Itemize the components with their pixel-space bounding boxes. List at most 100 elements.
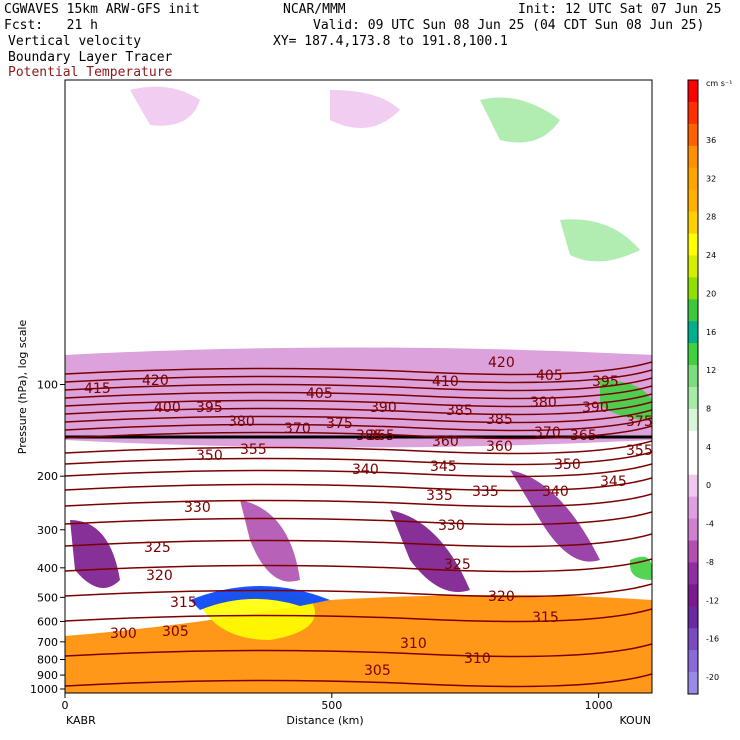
init-time: Init: 12 UTC Sat 07 Jun 25 <box>518 2 722 17</box>
colorbar-swatch <box>688 321 698 344</box>
theta-label: 380 <box>530 395 557 411</box>
theta-label: 330 <box>184 500 211 516</box>
theta-label: 365 <box>570 428 597 444</box>
blue-edge <box>190 586 330 610</box>
theta-label: 305 <box>162 624 189 640</box>
theta-label: 385 <box>446 403 473 419</box>
y-tick-label: 600 <box>37 615 58 628</box>
theta-contour-17 <box>65 583 652 598</box>
y-tick-label: 700 <box>37 636 58 649</box>
y-tick-label: 200 <box>37 470 58 483</box>
theta-label: 415 <box>84 381 111 397</box>
theta-contour-5 <box>65 401 652 416</box>
colorbar-swatch <box>688 299 698 322</box>
theta-label: 345 <box>600 474 627 490</box>
y-tick-label: 400 <box>37 562 58 575</box>
colorbar-label: 8 <box>706 405 711 414</box>
upper-green-1 <box>480 97 560 143</box>
theta-contour-9 <box>65 440 652 455</box>
field-boundary-layer-tracer: Boundary Layer Tracer <box>8 50 173 65</box>
colorbar-label: 36 <box>706 136 716 145</box>
theta-label: 390 <box>582 400 609 416</box>
theta-contour-6 <box>65 409 652 424</box>
downdraft-purple-3 <box>510 470 600 562</box>
colorbar-swatch <box>688 408 698 432</box>
colorbar-swatch <box>688 80 698 103</box>
theta-contour-7 <box>65 417 652 432</box>
theta-label: 385 <box>356 428 383 444</box>
colorbar-units: cm s⁻¹ <box>706 79 732 88</box>
theta-label: 420 <box>488 355 515 371</box>
theta-contour-1 <box>65 369 652 384</box>
x-tick-label: 1000 <box>585 699 613 712</box>
boundary-layer-orange <box>65 595 652 693</box>
right-endpoint-label: KOUN <box>619 714 651 727</box>
colorbar-label: 28 <box>706 213 716 222</box>
theta-label: 360 <box>486 439 513 455</box>
theta-contour-12 <box>65 477 652 492</box>
colorbar-swatch <box>688 474 698 498</box>
theta-label: 395 <box>592 374 619 390</box>
theta-label: 380 <box>228 414 255 430</box>
colorbar-label: 0 <box>706 481 711 490</box>
colorbar-swatch <box>688 189 698 213</box>
theta-label: 370 <box>284 421 311 437</box>
theta-label: 345 <box>430 459 457 475</box>
theta-contour-15 <box>65 533 652 548</box>
theta-contour-8 <box>65 425 652 440</box>
colorbar-label: -20 <box>706 673 719 682</box>
left-endpoint-label: KABR <box>66 714 96 727</box>
colorbar-swatch <box>688 628 698 651</box>
y-tick-label: 300 <box>37 524 58 537</box>
upper-pink-1 <box>130 86 200 126</box>
theta-label: 340 <box>542 484 569 500</box>
colorbar-label: -4 <box>706 520 714 529</box>
colorbar-swatch <box>688 255 698 278</box>
theta-contour-14 <box>65 511 652 526</box>
colorbar-swatch <box>688 365 698 388</box>
colorbar-swatch <box>688 167 698 191</box>
downdraft-purple-1 <box>70 520 120 588</box>
y-tick-label: 800 <box>37 653 58 666</box>
theta-contour-10 <box>65 451 652 466</box>
field-potential-temperature: Potential Temperature <box>8 65 173 80</box>
colorbar-swatch <box>688 562 698 585</box>
colorbar-swatch <box>688 211 698 234</box>
colorbar-frame <box>687 79 699 695</box>
y-tick-label: 100 <box>37 379 58 392</box>
upper-green-2 <box>560 219 640 262</box>
theta-contour-4 <box>65 393 652 408</box>
theta-label: 355 <box>626 443 653 459</box>
theta-label: 320 <box>146 568 173 584</box>
theta-label: 335 <box>472 484 499 500</box>
colorbar-label: -12 <box>706 596 719 605</box>
theta-label: 405 <box>306 386 333 402</box>
colorbar-swatch <box>688 101 698 125</box>
theta-label: 325 <box>144 540 171 556</box>
colorbar-swatch <box>688 496 698 520</box>
y-tick-label: 1000 <box>30 683 58 696</box>
theta-label: 315 <box>170 595 197 611</box>
colorbar-label: 20 <box>706 289 716 298</box>
model-title: CGWAVES 15km ARW-GFS init <box>4 2 200 17</box>
theta-label: 300 <box>110 626 137 642</box>
theta-label: 400 <box>154 400 181 416</box>
y-tick-label: 500 <box>37 591 58 604</box>
theta-label: 410 <box>432 374 459 390</box>
org-label: NCAR/MMM <box>283 2 346 17</box>
colorbar-swatch <box>688 343 698 366</box>
colorbar-swatch <box>688 540 698 563</box>
theta-label: 320 <box>488 589 515 605</box>
plot-frame <box>64 79 653 694</box>
x-tick-label: 500 <box>321 699 342 712</box>
upper-pink-2 <box>330 90 400 128</box>
colorbar-swatch <box>688 123 698 147</box>
y-axis-label: Pressure (hPa), log scale <box>16 320 29 455</box>
theta-label: 350 <box>196 448 223 464</box>
theta-label: 395 <box>196 400 223 416</box>
colorbar-label: 24 <box>706 251 716 260</box>
theta-label: 375 <box>626 414 653 430</box>
colorbar-swatch <box>688 430 698 454</box>
theta-contour-19 <box>65 643 652 658</box>
